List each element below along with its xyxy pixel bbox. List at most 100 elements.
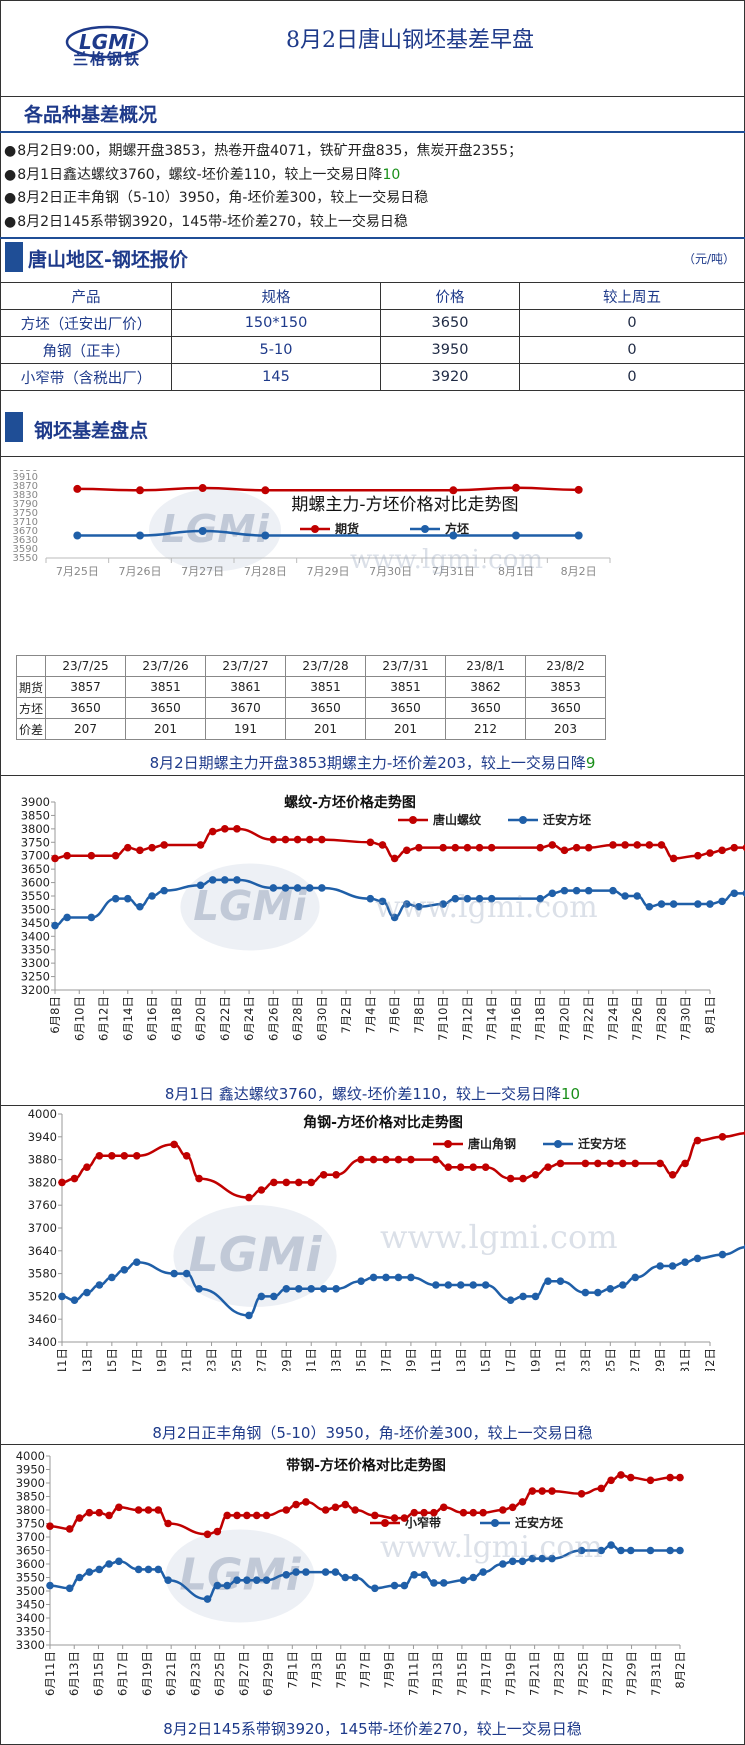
x-tick-label: 7月3日 (329, 1348, 343, 1371)
table-cell: 3857 (45, 676, 126, 698)
y-tick-label: 3850 (21, 808, 50, 822)
data-point (369, 1273, 378, 1282)
x-tick-label: 6月27日 (237, 1651, 251, 1696)
data-point (432, 1155, 440, 1164)
data-point (656, 1262, 664, 1270)
data-point (164, 1519, 172, 1528)
data-point (548, 889, 557, 898)
x-tick-label: 6月25日 (213, 1651, 227, 1696)
data-point (420, 1508, 428, 1517)
data-point (331, 1503, 340, 1512)
table-cell: 201 (365, 718, 446, 740)
data-point (223, 1581, 231, 1590)
watermark-ellipse (149, 488, 281, 572)
x-tick-label: 7月30日 (679, 996, 693, 1041)
table-cell: 小窄带（含税出厂） (0, 363, 172, 391)
table-cell: 23/7/25 (45, 655, 126, 677)
data-point (475, 894, 484, 903)
data-point (676, 1473, 684, 1482)
data-point (75, 1514, 84, 1522)
data-point (506, 1174, 515, 1183)
data-point (528, 1554, 537, 1563)
data-point (213, 1581, 222, 1590)
data-point (528, 1487, 537, 1495)
table-cell: 201 (125, 718, 206, 740)
data-point (444, 1281, 453, 1289)
y-tick-label: 3870 (13, 481, 38, 492)
x-tick-label: 7月25日 (576, 1651, 590, 1696)
data-point (382, 1273, 390, 1282)
y-tick-label: 3630 (13, 535, 38, 546)
data-point (243, 1576, 251, 1584)
data-point (160, 886, 168, 895)
data-point (95, 1281, 104, 1289)
legend-marker (421, 525, 429, 533)
data-point (617, 1471, 625, 1479)
data-point (415, 902, 423, 911)
x-tick-label: 7月29日 (307, 565, 350, 578)
chart4-caption: 8月2日145系带钢3920，145带-坯价差270，较上一交易日稳 (163, 1720, 582, 1738)
table-row: 期货 3857 3851 3861 3851 3851 3862 3853 (16, 676, 606, 698)
data-point (85, 1508, 94, 1517)
data-point (282, 1178, 291, 1187)
y-tick-label: 3940 (28, 1130, 57, 1144)
x-tick-label: 7月23日 (552, 1651, 566, 1696)
x-tick-label: 7月16日 (509, 996, 523, 1041)
data-point (318, 884, 326, 892)
data-point (366, 838, 375, 847)
x-tick-label: 6月20日 (194, 996, 208, 1041)
y-tick-label: 3500 (16, 1584, 45, 1598)
data-point (681, 1258, 689, 1266)
table-cell: 201 (285, 718, 366, 740)
x-tick-label: 7月19日 (529, 1348, 543, 1371)
data-point (378, 841, 387, 849)
data-point (646, 1546, 655, 1555)
data-point (319, 1171, 328, 1179)
data-point (195, 1285, 203, 1293)
data-point (293, 884, 302, 892)
x-tick-label: 7月13日 (431, 1651, 445, 1696)
data-point (451, 843, 460, 852)
data-point (430, 1579, 438, 1587)
y-tick-label: 3500 (21, 902, 50, 916)
bullet-4: 8月2日145系带钢3920，145带-坯价差270，较上一交易日稳 (4, 211, 739, 235)
data-point (668, 1171, 677, 1179)
data-point (597, 1546, 606, 1555)
y-tick-label: 3650 (21, 862, 50, 876)
data-point (341, 1500, 350, 1509)
x-tick-label: 6月16日 (145, 996, 159, 1041)
series-line-唐山螺纹 (54, 827, 745, 860)
x-tick-label: 7月18日 (533, 996, 547, 1041)
data-point (83, 1288, 91, 1297)
data-point (626, 1546, 635, 1555)
legend-marker (409, 816, 417, 824)
table-cell: 3851 (125, 676, 206, 698)
table-cell: 23/7/27 (205, 655, 286, 677)
y-tick-label: 3700 (16, 1530, 45, 1544)
data-point (469, 1163, 478, 1171)
data-point (606, 1285, 615, 1293)
data-point (456, 1281, 465, 1289)
data-point (120, 1152, 129, 1160)
data-point (618, 1159, 627, 1168)
x-tick-label: 7月21日 (553, 1348, 567, 1371)
data-point (693, 1254, 702, 1263)
y-tick-label: 3450 (21, 916, 50, 930)
data-point (479, 1568, 487, 1576)
data-point (252, 1576, 261, 1584)
data-point (463, 894, 472, 903)
data-point (439, 1579, 448, 1587)
watermark-logo: LGMi (161, 507, 269, 552)
data-point (281, 884, 290, 892)
chart2-caption: 8月1日 鑫达螺纹3760，螺纹-坯价差110，较上一交易日降10 (164, 1085, 581, 1103)
data-point (257, 1186, 266, 1194)
data-point (508, 1557, 517, 1566)
x-tick-label: 6月24日 (242, 996, 256, 1041)
data-point (469, 1508, 478, 1517)
x-tick-label: 6月27日 (254, 1348, 268, 1371)
data-point (111, 894, 120, 903)
x-tick-label: 7月25日 (603, 1348, 617, 1371)
data-point (681, 1159, 689, 1168)
data-point (203, 1595, 212, 1603)
data-point (481, 1281, 490, 1289)
